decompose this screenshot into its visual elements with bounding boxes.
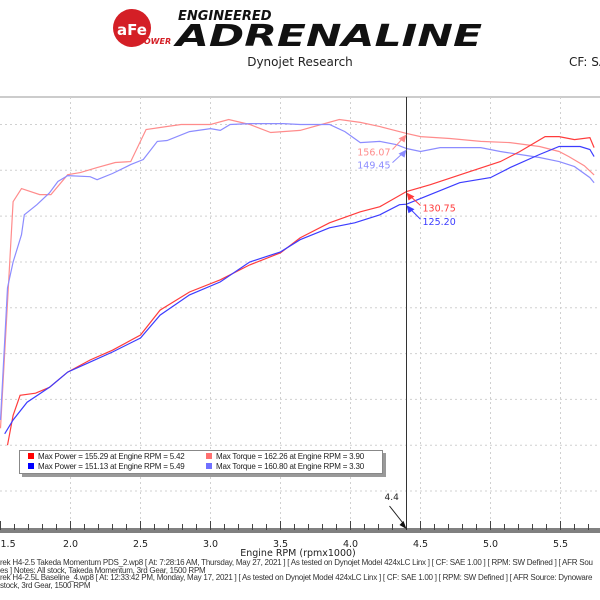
- footer-run1-line2: es ] Notes: All stock, Takeda Momentum, …: [0, 565, 206, 575]
- x-tick-label: 2.0: [63, 539, 78, 550]
- legend-text: Max Power = 155.29 at Engine RPM = 5.42: [38, 452, 185, 461]
- cursor-arrowhead: [399, 521, 407, 529]
- x-axis: 1.5 2.0 2.5 3.0 3.5 4.0 4.5 5.0 5.5: [0, 521, 600, 550]
- readout-value-power_takeda: 130.75: [423, 204, 456, 215]
- legend: Max Power = 155.29 at Engine RPM = 5.42 …: [19, 450, 383, 474]
- legend-text: Max Power = 151.13 at Engine RPM = 5.49: [38, 462, 185, 471]
- cf-label: CF: SA: [569, 55, 600, 69]
- readout-value-torque_baseline: 149.45: [357, 161, 390, 172]
- legend-swatch: [206, 453, 212, 459]
- legend-item: Max Power = 155.29 at Engine RPM = 5.42: [28, 452, 185, 462]
- series-line-torque_baseline: [0, 122, 595, 421]
- x-tick-label: 1.5: [1, 539, 16, 550]
- run-footer: rek H4-2.5 Takeda Momentum PDS_2.wp8 [ A…: [0, 559, 600, 589]
- legend-item: Max Torque = 162.26 at Engine RPM = 3.90: [206, 452, 364, 462]
- svg-text:ENGINEERED: ENGINEERED: [178, 9, 272, 24]
- footer-run1-line1: rek H4-2.5 Takeda Momentum PDS_2.wp8 [ A…: [0, 558, 593, 567]
- cursor[interactable]: 4.4 156.07 149.45 130.75 125.20: [357, 97, 456, 530]
- cursor-arrow: [389, 505, 405, 526]
- legend-item: Max Power = 151.13 at Engine RPM = 5.49: [28, 462, 185, 472]
- legend-swatch: [206, 463, 212, 469]
- readout-arrowhead: [398, 134, 407, 143]
- x-tick-label: 3.5: [273, 539, 288, 550]
- series-lines: [0, 118, 595, 446]
- chart-subtitle: Dynojet Research: [247, 55, 353, 69]
- readout-arrowhead: [398, 149, 407, 158]
- svg-text:ADRENALINE: ADRENALINE: [173, 19, 483, 50]
- footer-run2-line1: rek H4-2.5L Baseline_4.wp8 [ At: 12:33:4…: [0, 573, 593, 583]
- x-tick-label: 5.0: [483, 539, 498, 550]
- svg-text:POWER: POWER: [138, 37, 171, 46]
- x-tick-label: 2.5: [133, 539, 148, 550]
- x-tick-label: 4.5: [413, 539, 428, 550]
- legend-swatch: [28, 463, 34, 469]
- legend-swatch: [28, 453, 34, 459]
- series-line-power_takeda: [6, 136, 595, 446]
- afe-adrenaline-logo: aFe POWER ENGINEERED ADRENALINE: [113, 9, 483, 50]
- readout-arrowhead: [406, 205, 415, 214]
- x-tick-label: 4.0: [343, 539, 358, 550]
- footer-run2-line2: stock, 3rd Gear, 1500 RPM: [0, 580, 91, 590]
- readout-arrowhead: [406, 192, 415, 201]
- axis-band: [0, 528, 600, 533]
- readout-value-torque_takeda: 156.07: [357, 147, 390, 158]
- readout-value-power_baseline: 125.20: [423, 217, 456, 228]
- legend-item: Max Torque = 160.80 at Engine RPM = 3.30: [206, 462, 364, 472]
- series-line-torque_takeda: [0, 118, 595, 429]
- x-tick-label: 3.0: [203, 539, 218, 550]
- legend-text: Max Torque = 162.26 at Engine RPM = 3.90: [216, 452, 364, 461]
- series-line-power_baseline: [4, 145, 595, 435]
- x-axis-title: Engine RPM (rpmx1000): [240, 548, 356, 559]
- cursor-x-label: 4.4: [385, 493, 400, 503]
- legend-text: Max Torque = 160.80 at Engine RPM = 3.30: [216, 462, 364, 471]
- svg-text:aFe: aFe: [117, 21, 147, 39]
- x-tick-label: 5.5: [553, 539, 568, 550]
